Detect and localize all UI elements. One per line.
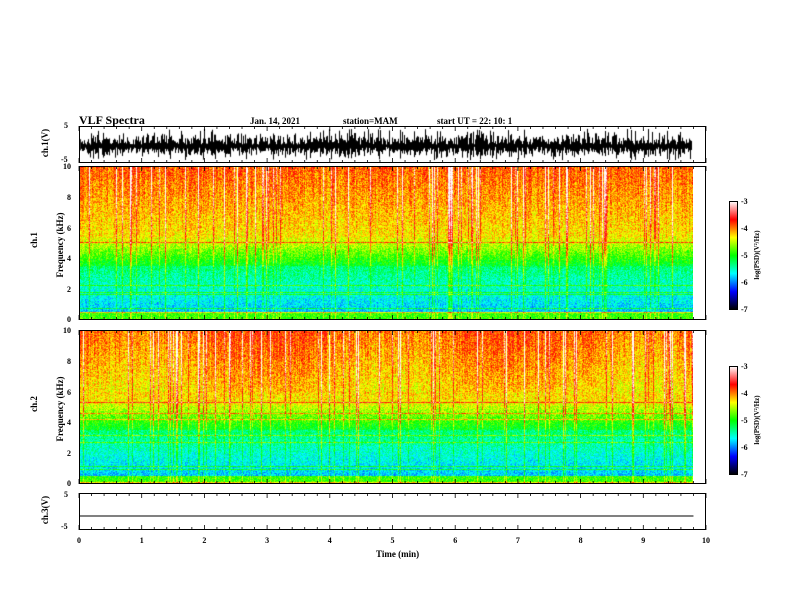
ch2-cbar-tick-7: -7 xyxy=(741,470,748,479)
ch1-waveform-ticks xyxy=(78,126,707,163)
time-tick-label: 1 xyxy=(139,536,144,545)
ch1-colorbar-label: log(PSD)(V²/Hz) xyxy=(753,230,761,280)
ch2-spectrogram-image xyxy=(79,331,693,483)
ch2-cbar-tick-6: -6 xyxy=(741,443,748,452)
chart-title: VLF Spectra xyxy=(79,113,145,127)
time-tick-label: 4 xyxy=(327,536,332,545)
ch1-colorbar xyxy=(729,201,738,310)
time-tick-label: 5 xyxy=(390,536,395,545)
ch1-freq-tick-10: 10 xyxy=(63,162,71,171)
time-tick-label: 9 xyxy=(641,536,646,545)
start-time-label: start UT = 22: 10: 1 xyxy=(437,116,513,126)
ch1-colorbar-frame xyxy=(729,201,738,310)
ch2-freq-tick-8: 8 xyxy=(67,357,71,366)
ch2-colorbar-label: log(PSD)(V²/Hz) xyxy=(753,395,761,445)
time-tick-label: 7 xyxy=(515,536,520,545)
ch3-waveform-plot xyxy=(79,515,694,517)
ch1-freq-tick-6: 6 xyxy=(67,224,71,233)
ch3-waveform-ylabel: ch.3(V) xyxy=(40,495,50,525)
ch2-colorbar-frame xyxy=(729,366,738,475)
ch1-freq-tick-4: 4 xyxy=(67,254,71,263)
ch2-cbar-tick-5: -5 xyxy=(741,416,748,425)
time-tick-label: 2 xyxy=(202,536,207,545)
date-label: Jan. 14, 2021 xyxy=(250,116,301,126)
ch1-ytick-top: 5 xyxy=(64,121,68,130)
ch1-cbar-tick-6: -6 xyxy=(741,278,748,287)
ch2-spectrogram-channel-label: ch.2 xyxy=(29,396,39,412)
time-tick-label: 0 xyxy=(77,536,81,545)
ch2-freq-tick-2: 2 xyxy=(67,449,71,458)
station-label: station=MAM xyxy=(343,116,398,126)
ch2-cbar-tick-4: -4 xyxy=(741,389,748,398)
ch1-freq-tick-2: 2 xyxy=(67,285,71,294)
ch2-freq-tick-6: 6 xyxy=(67,388,71,397)
ch1-cbar-tick-5: -5 xyxy=(741,251,748,260)
ch3-waveform-ticks xyxy=(78,493,707,530)
ch1-freq-tick-0: 0 xyxy=(67,315,71,324)
ch2-cbar-tick-3: -3 xyxy=(741,362,748,371)
time-tick-label: 10 xyxy=(702,536,710,545)
ch1-spectrogram-channel-label: ch.1 xyxy=(29,232,39,248)
ch3-ytick-top: 5 xyxy=(64,490,68,499)
ch1-waveform-ylabel: ch.1(V) xyxy=(40,128,50,158)
time-tick-label: 8 xyxy=(578,536,583,545)
ch1-cbar-tick-7: -7 xyxy=(741,305,748,314)
time-tick-label: 3 xyxy=(265,536,270,545)
ch3-ytick-bottom: -5 xyxy=(61,522,68,531)
ch2-frequency-axis-label: Frequency (kHz) xyxy=(55,376,65,442)
ch1-cbar-tick-3: -3 xyxy=(741,197,748,206)
ch2-spectrogram-ticks xyxy=(78,330,707,484)
time-axis-label: Time (min) xyxy=(376,549,420,559)
ch1-ytick-bottom: -5 xyxy=(61,155,68,164)
ch1-freq-tick-8: 8 xyxy=(67,193,71,202)
ch1-waveform-plot xyxy=(79,126,706,163)
ch2-freq-tick-0: 0 xyxy=(67,479,71,488)
ch1-frequency-axis-label: Frequency (kHz) xyxy=(55,212,65,278)
ch2-colorbar xyxy=(729,366,738,475)
ch2-freq-tick-4: 4 xyxy=(67,418,71,427)
ch1-spectrogram-image xyxy=(79,167,693,319)
ch1-spectrogram-ticks xyxy=(78,166,707,320)
time-tick-label: 6 xyxy=(453,536,458,545)
ch2-freq-tick-10: 10 xyxy=(63,326,71,335)
ch1-cbar-tick-4: -4 xyxy=(741,224,748,233)
